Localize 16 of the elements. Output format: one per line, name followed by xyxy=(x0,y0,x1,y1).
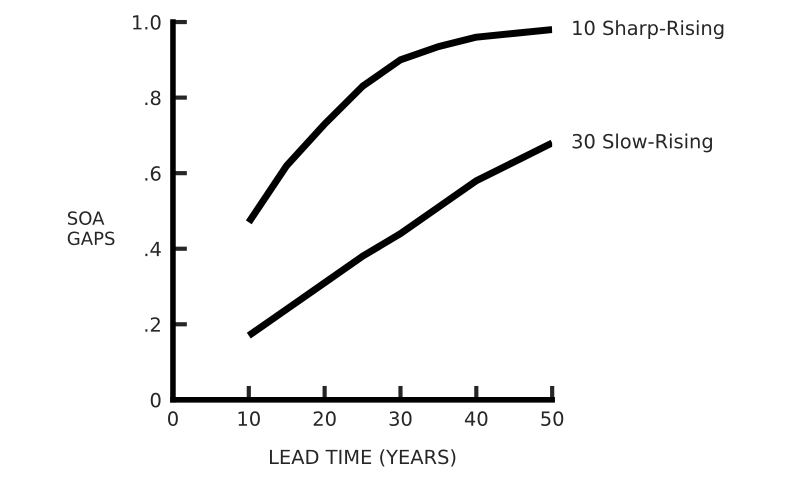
y-tick-label: 0 xyxy=(150,392,161,408)
x-tick-label: 50 xyxy=(541,411,564,426)
x-tick-label: 10 xyxy=(238,411,260,426)
x-tick-label: 20 xyxy=(314,411,336,426)
x-tick-label: 0 xyxy=(168,411,178,426)
y-tick-label: 1.0 xyxy=(133,15,161,30)
y-tick-label: .8 xyxy=(145,90,161,106)
y-tick-label: .4 xyxy=(145,242,161,256)
y-tick-label: .2 xyxy=(145,317,160,332)
x-axis-title: LEAD TIME (YEARS) xyxy=(270,449,456,467)
y-tick-label: .6 xyxy=(145,166,161,181)
series-label: 30 Slow-Rising xyxy=(572,134,712,152)
x-tick-label: 40 xyxy=(464,411,488,426)
y-axis-title: SOA GAPS xyxy=(68,211,114,246)
series-label: 10 Sharp-Rising xyxy=(573,20,724,40)
x-tick-label: 30 xyxy=(390,411,412,426)
